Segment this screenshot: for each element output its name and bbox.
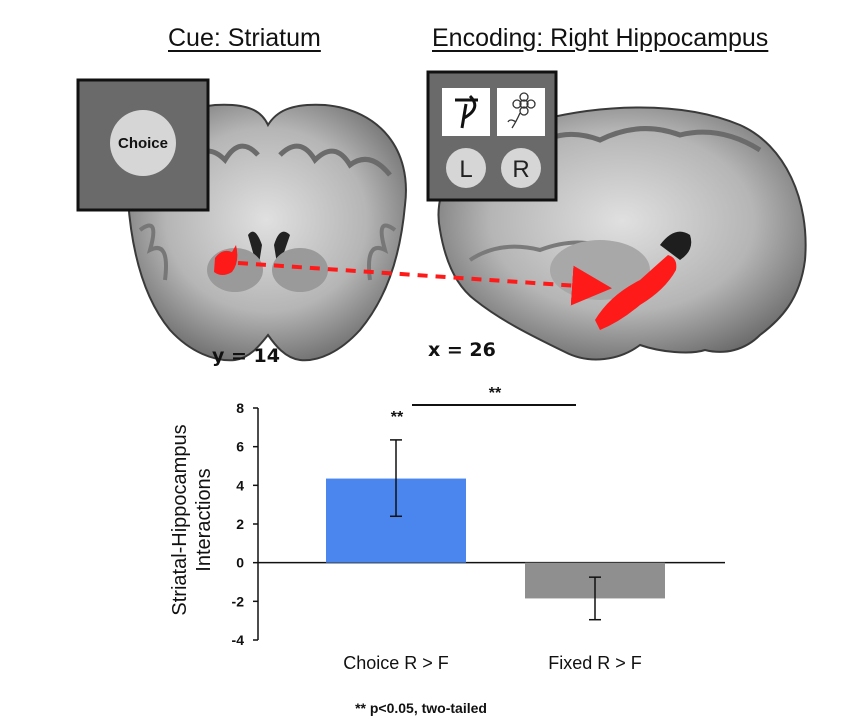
chart-error-bars [390, 439, 601, 621]
bar-significance-marker: ** [391, 409, 404, 426]
left-slice-coordinate: y = 14 [212, 345, 280, 367]
y-tick-label: 6 [236, 439, 244, 455]
left-response-button [446, 148, 486, 188]
brain-figure: Choice L R y = 14 x = 26 [76, 70, 807, 367]
character-glyph-icon [455, 94, 478, 129]
left-response-label: L [459, 156, 472, 183]
x-category-label: Fixed R > F [548, 653, 642, 673]
hippocampus-activation [595, 255, 677, 330]
cue-box-label: Choice [118, 135, 168, 152]
right-response-label: R [512, 156, 529, 183]
right-response-button [501, 148, 541, 188]
cue-choice-box: Choice [76, 78, 210, 212]
encoding-hippocampus-title: Encoding: Right Hippocampus [432, 24, 769, 52]
cue-striatum-title: Cue: Striatum [168, 24, 321, 52]
y-tick-label: -4 [232, 632, 245, 648]
significance-footnote: ** p<0.05, two-tailed [355, 700, 487, 716]
y-tick-label: 8 [236, 400, 244, 416]
right-slice-coordinate: x = 26 [428, 339, 496, 361]
connectivity-arrow [237, 261, 612, 306]
y-tick-label: 2 [236, 516, 244, 532]
y-axis-ticks: 8 6 4 2 0 -2 -4 [232, 400, 258, 648]
flower-icon [507, 92, 536, 129]
y-tick-label: -2 [232, 593, 245, 609]
chart-bars [326, 478, 665, 599]
x-category-label: Choice R > F [343, 653, 449, 673]
y-axis-title: Striatal-Hippocampus Interactions [169, 424, 215, 615]
striatum-activation [214, 245, 238, 275]
x-axis-labels: Choice R > F Fixed R > F [343, 653, 642, 673]
y-tick-label: 0 [236, 555, 244, 571]
flower-stimulus [497, 88, 545, 136]
y-tick-label: 4 [236, 477, 244, 493]
encoding-stimulus-box: L R [426, 70, 558, 202]
pairwise-significance-marker: ** [489, 385, 502, 402]
